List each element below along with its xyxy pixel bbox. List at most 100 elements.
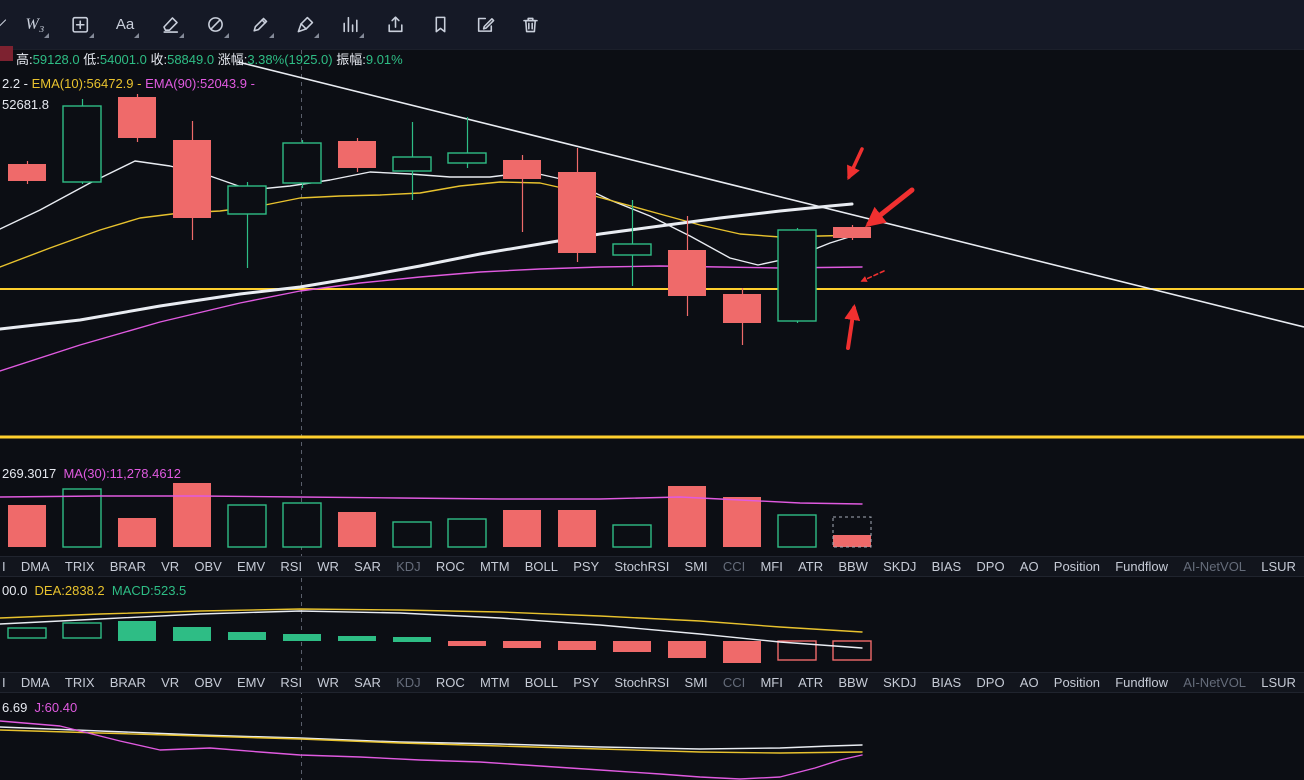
tab-stochrsi[interactable]: StochRSI [614, 675, 670, 690]
ohlc-readout-segment: 高: [16, 52, 33, 67]
drawn-arrow[interactable] [847, 147, 864, 181]
macd-histogram-bar [338, 636, 376, 641]
tab-rsi[interactable]: RSI [280, 559, 303, 574]
macd-histogram-bar [283, 634, 321, 641]
ohlc-readout-segment: 收: [150, 52, 168, 67]
tab-ai-netvol[interactable]: AI-NetVOL [1183, 559, 1247, 574]
tab-kdj[interactable]: KDJ [396, 559, 421, 574]
candle-body [777, 229, 817, 322]
delete-tool-button[interactable] [512, 7, 548, 43]
tab-lsur[interactable]: LSUR [1261, 675, 1296, 690]
tab-brar[interactable]: BRAR [109, 559, 146, 574]
tab-position[interactable]: Position [1053, 559, 1101, 574]
ohlc-readout-segment: 涨幅: [217, 52, 248, 67]
tab-roc[interactable]: ROC [435, 675, 465, 690]
tab-psy[interactable]: PSY [573, 559, 600, 574]
tab-dpo[interactable]: DPO [976, 559, 1005, 574]
drawn-trend-line[interactable] [237, 61, 1304, 328]
tab-stochrsi[interactable]: StochRSI [614, 559, 670, 574]
volume-bar [227, 504, 267, 548]
tab-cci[interactable]: CCI [722, 675, 746, 690]
macd-readout-segment: DEA:2838.2 [34, 583, 112, 598]
tab-mtm[interactable]: MTM [479, 559, 510, 574]
elliott-wave-tool-button[interactable]: W₃ [17, 7, 53, 43]
tab-boll[interactable]: BOLL [524, 559, 558, 574]
tab-smi[interactable]: SMI [684, 559, 708, 574]
export-tool-button[interactable] [377, 7, 413, 43]
brush-tool-button[interactable] [287, 7, 323, 43]
macd-readout-segment: MACD:523.5 [111, 583, 187, 598]
tab-i[interactable]: I [2, 559, 6, 574]
bar-pattern-tool-button[interactable] [332, 7, 368, 43]
tab-dpo[interactable]: DPO [976, 675, 1005, 690]
add-panel-tool-button[interactable] [62, 7, 98, 43]
tab-i[interactable]: I [2, 675, 6, 690]
edit-note-tool-button[interactable] [467, 7, 503, 43]
macd-histogram-bar [723, 641, 761, 663]
tab-ai-netvol[interactable]: AI-NetVOL [1183, 675, 1247, 690]
tab-skdj[interactable]: SKDJ [883, 559, 917, 574]
tab-emv[interactable]: EMV [237, 559, 266, 574]
candle-body [227, 185, 267, 215]
tab-obv[interactable]: OBV [194, 675, 222, 690]
tab-bbw[interactable]: BBW [838, 675, 868, 690]
tab-cci[interactable]: CCI [722, 559, 746, 574]
drawn-arrow[interactable] [844, 304, 861, 350]
macd-histogram-bar [7, 627, 47, 639]
tab-bias[interactable]: BIAS [931, 675, 962, 690]
volume-bar [558, 510, 596, 547]
tab-smi[interactable]: SMI [684, 675, 708, 690]
tab-mfi[interactable]: MFI [760, 559, 783, 574]
tab-fundflow[interactable]: Fundflow [1115, 559, 1168, 574]
price-label: 52681.8 [2, 97, 49, 112]
drawn-arrow[interactable] [865, 187, 915, 228]
tab-brar[interactable]: BRAR [109, 675, 146, 690]
tab-mfi[interactable]: MFI [760, 675, 783, 690]
tab-fundflow[interactable]: Fundflow [1115, 675, 1168, 690]
tab-dma[interactable]: DMA [20, 559, 50, 574]
tab-bias[interactable]: BIAS [931, 559, 962, 574]
tab-ao[interactable]: AO [1019, 559, 1039, 574]
tab-vr[interactable]: VR [161, 675, 180, 690]
tab-atr[interactable]: ATR [798, 675, 824, 690]
tab-boll[interactable]: BOLL [524, 675, 558, 690]
pencil-tool-button[interactable] [242, 7, 278, 43]
tab-wr[interactable]: WR [317, 559, 339, 574]
tab-skdj[interactable]: SKDJ [883, 675, 917, 690]
drawn-arrow[interactable] [860, 270, 885, 282]
tab-trix[interactable]: TRIX [64, 559, 95, 574]
elliott-wave-tool-icon: W₃ [25, 15, 45, 33]
tab-kdj[interactable]: KDJ [396, 675, 421, 690]
tab-obv[interactable]: OBV [194, 559, 222, 574]
text-tool-button[interactable]: Aa [107, 7, 143, 43]
hide-drawings-tool-button[interactable] [197, 7, 233, 43]
candle-body [612, 243, 652, 256]
tab-bbw[interactable]: BBW [838, 559, 868, 574]
volume-bar [62, 488, 102, 548]
brush-tool-icon [297, 16, 313, 33]
tab-position[interactable]: Position [1053, 675, 1101, 690]
tab-sar[interactable]: SAR [354, 559, 381, 574]
tab-emv[interactable]: EMV [237, 675, 266, 690]
tab-trix[interactable]: TRIX [64, 675, 95, 690]
tab-ao[interactable]: AO [1019, 675, 1039, 690]
tab-rsi[interactable]: RSI [280, 675, 303, 690]
bookmark-tool-button[interactable] [422, 7, 458, 43]
eraser-tool-button[interactable] [152, 7, 188, 43]
candle-body [118, 97, 156, 138]
line-tool-partial-button[interactable] [0, 7, 8, 43]
tab-roc[interactable]: ROC [435, 559, 465, 574]
tab-psy[interactable]: PSY [573, 675, 600, 690]
tab-mtm[interactable]: MTM [479, 675, 510, 690]
tab-wr[interactable]: WR [317, 675, 339, 690]
tab-dma[interactable]: DMA [20, 675, 50, 690]
eraser-tool-icon [162, 17, 178, 33]
ema-readout-segment: 2.2 - [2, 76, 32, 91]
tab-vr[interactable]: VR [161, 559, 180, 574]
tab-sar[interactable]: SAR [354, 675, 381, 690]
ma-thick-line [0, 202, 854, 331]
tab-lsur[interactable]: LSUR [1261, 559, 1296, 574]
volume-bar [338, 512, 376, 547]
tab-atr[interactable]: ATR [798, 559, 824, 574]
